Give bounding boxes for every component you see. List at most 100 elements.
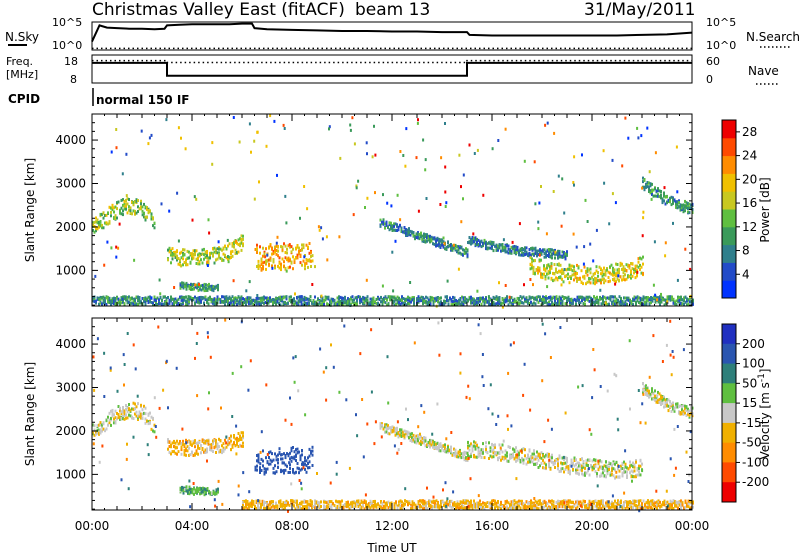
echo-cell [538,266,541,270]
echo-cell [327,297,330,301]
echo-cell [537,295,540,299]
echo-cell [304,264,306,267]
echo-cell [433,236,436,240]
echo-cell [492,303,495,307]
echo-cell [256,243,258,247]
echo-cell [189,453,192,457]
echo-cell [240,299,243,303]
echo-cell [456,245,458,249]
echo-cell [688,409,691,413]
echo-cell [580,269,583,273]
echo-cell [554,252,556,256]
echo-cell [688,202,691,206]
echo-cell [533,252,535,256]
echo-cell [447,245,449,249]
echo-cell [399,428,401,432]
echo-cell [143,299,145,303]
echo-cell [146,206,148,210]
noise-cell [141,213,144,217]
noise-cell [232,279,235,283]
noise-cell [608,222,611,226]
echo-cell [429,441,431,445]
echo-cell [604,279,607,283]
echo-cell [137,298,139,302]
echo-cell [225,295,228,299]
echo-cell [654,187,656,191]
echo-cell [301,453,303,457]
echo-cell [504,247,507,251]
echo-cell [483,303,486,307]
echo-cell [177,257,180,260]
echo-cell [272,260,275,264]
echo-cell [654,298,657,301]
echo-cell [329,299,331,303]
echo-cell [262,267,264,271]
noise-cell [603,181,606,185]
echo-cell [284,295,286,299]
echo-cell [134,200,136,204]
echo-cell [105,296,108,300]
echo-cell [102,301,105,305]
echo-cell [509,446,511,449]
echo-cell [183,261,186,264]
echo-cell [549,250,552,254]
echo-cell [657,193,659,197]
echo-cell [260,263,263,266]
nsky-panel: N.Sky 10^5 10^0 10^5 10^0 N.Search [5,16,800,52]
echo-cell [185,263,187,267]
echo-cell [423,299,426,303]
echo-cell [524,299,526,303]
echo-cell [214,286,216,290]
echo-cell [283,461,285,465]
echo-cell [451,248,454,252]
echo-cell [314,300,316,304]
echo-cell [243,506,246,510]
echo-cell [236,299,238,303]
echo-cell [434,299,436,303]
echo-cell [615,262,617,266]
echo-cell [482,442,484,446]
echo-cell [547,276,550,280]
echo-cell [408,228,410,232]
echo-cell [403,226,406,229]
echo-cell [390,224,392,227]
echo-cell [183,253,186,257]
echo-cell [533,452,535,456]
echo-cell [603,469,606,473]
echo-cell [217,490,219,494]
echo-cell [624,462,627,466]
echo-cell [629,471,631,475]
echo-cell [572,468,574,471]
echo-cell [197,446,199,450]
echo-cell [470,299,472,303]
echo-cell [171,247,174,251]
echo-cell [663,395,665,399]
echo-cell [483,301,486,305]
echo-cell [332,298,334,302]
echo-cell [305,459,308,463]
echo-cell [479,243,481,247]
echo-cell [636,274,638,278]
echo-cell [461,295,463,299]
echo-cell [568,275,571,279]
echo-cell [540,258,542,262]
echo-cell [216,247,219,251]
echo-cell [233,434,235,437]
echo-cell [179,258,181,262]
echo-cell [283,469,285,472]
echo-cell [635,296,637,300]
echo-cell [389,295,391,299]
echo-cell [497,299,499,303]
echo-cell [138,415,141,419]
echo-cell [275,454,278,458]
echo-cell [275,252,278,256]
echo-cell [105,213,108,217]
echo-cell [185,281,188,285]
echo-cell [236,241,238,245]
echo-cell [636,264,638,268]
echo-cell [299,261,302,265]
echo-cell [213,246,216,250]
echo-cell [657,298,660,302]
echo-cell [423,439,425,443]
echo-cell [506,250,508,254]
